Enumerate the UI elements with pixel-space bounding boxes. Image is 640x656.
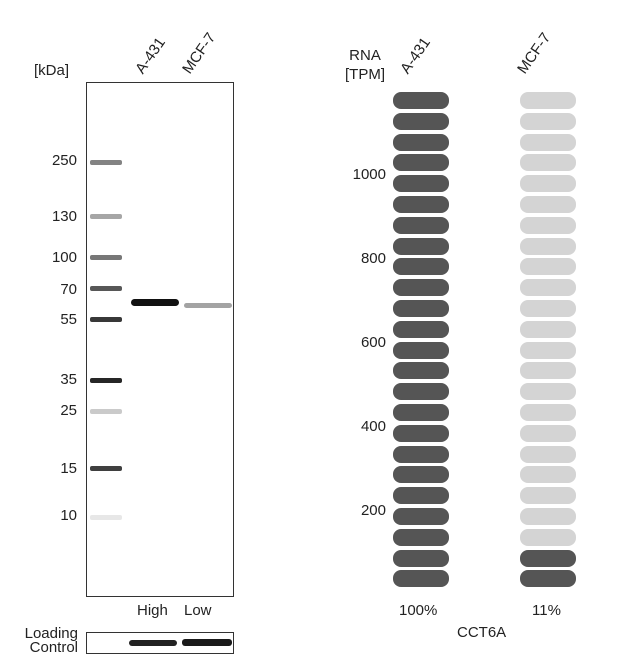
- rna-segment: [520, 445, 576, 463]
- marker-label-70: 70: [60, 281, 77, 298]
- rna-header-line1: RNA: [349, 47, 381, 64]
- rna-segment: [393, 466, 449, 484]
- rna-segment: [520, 508, 576, 525]
- rna-label-mcf7: MCF-7: [514, 29, 555, 77]
- rna-segment: [393, 279, 449, 297]
- rna-segment: [393, 112, 449, 130]
- tpm-tick-400: 400: [360, 418, 386, 435]
- rna-segment: [393, 383, 449, 401]
- rna-segment: [393, 237, 449, 255]
- ladder-band: [90, 286, 122, 291]
- rna-segment: [393, 92, 449, 109]
- ladder-band: [90, 317, 122, 322]
- marker-label-55: 55: [60, 311, 77, 328]
- western-blot-image: [86, 82, 234, 597]
- rna-segment: [393, 175, 449, 193]
- rna-segment: [520, 424, 576, 442]
- rna-segment: [520, 362, 576, 380]
- ladder-band: [90, 466, 122, 471]
- rna-segment: [520, 383, 576, 401]
- rna-segment: [520, 341, 576, 359]
- rna-segment: [393, 487, 449, 505]
- rna-segment: [520, 466, 576, 484]
- mcf7-band: [184, 303, 232, 308]
- rna-segment: [393, 549, 449, 567]
- loading-control-line2: Control: [29, 639, 78, 656]
- lane-label-a431: A-431: [132, 34, 169, 77]
- rna-header-line2: [TPM]: [345, 66, 385, 83]
- marker-label-35: 35: [60, 371, 77, 388]
- rna-segment: [520, 570, 576, 588]
- rna-segment: [520, 154, 576, 172]
- rna-segment: [520, 487, 576, 505]
- rna-segment: [393, 404, 449, 421]
- rna-segment: [520, 258, 576, 276]
- rna-segment: [393, 445, 449, 463]
- level-label-low: Low: [184, 602, 212, 619]
- rna-segment: [393, 320, 449, 338]
- kda-unit-label: [kDa]: [34, 62, 70, 79]
- percent-a431: 100%: [399, 602, 438, 619]
- rna-segment: [393, 300, 449, 317]
- rna-segment: [393, 154, 449, 172]
- marker-label-10: 10: [60, 507, 77, 524]
- rna-segment: [520, 279, 576, 297]
- tpm-tick-600: 600: [360, 334, 386, 351]
- ladder-band: [90, 214, 122, 219]
- loading-control-label: Loading Control: [18, 625, 78, 656]
- rna-segment: [520, 133, 576, 151]
- rna-segment: [393, 508, 449, 525]
- ladder-band: [90, 378, 122, 383]
- percent-mcf7: 11%: [532, 602, 561, 619]
- rna-segment: [393, 133, 449, 151]
- lane-label-mcf7: MCF-7: [179, 29, 220, 77]
- rna-segment: [520, 92, 576, 109]
- tpm-tick-800: 800: [360, 250, 386, 267]
- rna-segment: [520, 549, 576, 567]
- rna-segment: [393, 216, 449, 234]
- tpm-tick-200: 200: [360, 502, 386, 519]
- rna-header: RNA [TPM]: [340, 46, 390, 84]
- marker-label-100: 100: [51, 249, 77, 266]
- rna-segment: [393, 570, 449, 588]
- ladder-band: [90, 515, 122, 520]
- ladder-band: [90, 409, 122, 414]
- marker-label-25: 25: [60, 402, 77, 419]
- level-label-high: High: [137, 602, 168, 619]
- rna-segment: [520, 528, 576, 546]
- marker-label-250: 250: [51, 152, 77, 169]
- rna-segment: [393, 424, 449, 442]
- rna-bar-a431: [393, 92, 449, 592]
- rna-segment: [393, 258, 449, 276]
- tpm-tick-1000: 1000: [352, 166, 386, 183]
- ladder-band: [90, 160, 122, 165]
- gene-name: CCT6A: [457, 624, 507, 641]
- rna-segment: [520, 300, 576, 317]
- rna-segment: [520, 404, 576, 421]
- marker-label-15: 15: [60, 460, 77, 477]
- loading-control-image: [86, 632, 234, 654]
- marker-label-130: 130: [51, 208, 77, 225]
- loading-control-line1: Loading: [24, 625, 78, 642]
- rna-segment: [393, 362, 449, 380]
- a431-band: [131, 299, 179, 306]
- rna-segment: [520, 216, 576, 234]
- rna-segment: [393, 528, 449, 546]
- rna-segment: [520, 320, 576, 338]
- ladder-band: [90, 255, 122, 260]
- loading-band-mcf7: [182, 639, 232, 646]
- rna-bar-mcf7: [520, 92, 576, 592]
- rna-label-a431: A-431: [397, 34, 434, 77]
- loading-band-a431: [129, 640, 177, 646]
- rna-segment: [520, 112, 576, 130]
- rna-segment: [520, 196, 576, 213]
- rna-segment: [520, 237, 576, 255]
- rna-segment: [520, 175, 576, 193]
- rna-segment: [393, 341, 449, 359]
- rna-segment: [393, 196, 449, 213]
